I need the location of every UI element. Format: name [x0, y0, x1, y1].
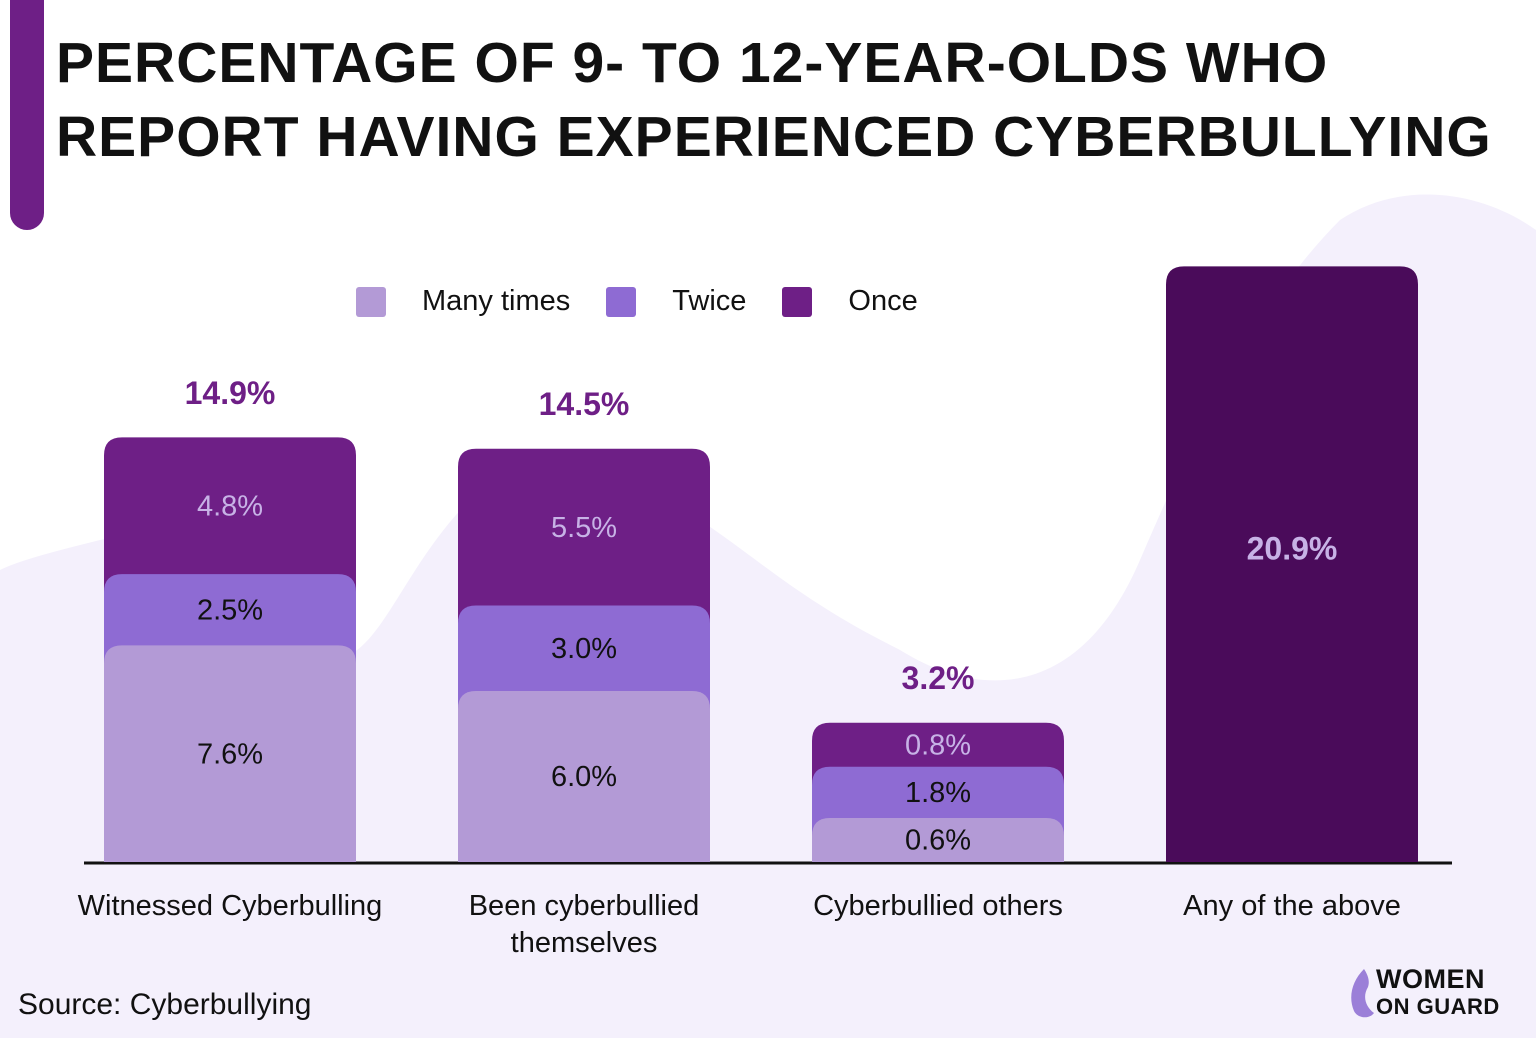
- logo-face-icon: [1351, 969, 1374, 1018]
- data-label-once: 0.8%: [905, 729, 971, 761]
- data-label-many-times: 0.6%: [905, 825, 971, 857]
- source-note: Source: Cyberbullying: [18, 988, 312, 1021]
- bar-segment-many-times: [104, 645, 356, 862]
- legend: Many times Twice Once: [356, 285, 954, 318]
- data-label-many-times: 7.6%: [197, 738, 263, 770]
- legend-label-twice: Twice: [672, 285, 747, 317]
- legend-swatch-many-times: [356, 286, 386, 317]
- total-label: 14.9%: [185, 375, 276, 411]
- data-label-once: 4.8%: [197, 490, 263, 522]
- legend-swatch-once: [782, 286, 813, 317]
- category-label-cyberbullied-others: Cyberbullied others: [813, 890, 1063, 922]
- logo-line1: WOMEN: [1376, 964, 1485, 994]
- bar-any-of-the-above: [1166, 266, 1418, 863]
- legend-swatch-twice: [606, 286, 637, 317]
- data-label-once: 5.5%: [551, 512, 617, 544]
- title-accent-bar: [10, 0, 44, 230]
- legend-label-many-times: Many times: [422, 285, 571, 317]
- data-label-twice: 2.5%: [197, 594, 263, 626]
- data-label-many-times: 6.0%: [551, 761, 617, 793]
- category-label-any: Any of the above: [1183, 890, 1401, 922]
- women-on-guard-logo: WOMEN ON GUARD: [1348, 966, 1500, 1020]
- data-label-twice: 3.0%: [551, 633, 617, 665]
- bar-segment-many-times: [458, 691, 710, 862]
- category-label-been-cyberbullied: Been cyberbullied themselves: [468, 890, 700, 959]
- logo-line2: ON GUARD: [1376, 994, 1500, 1019]
- legend-label-once: Once: [848, 285, 918, 317]
- category-label-witnessed: Witnessed Cyberbulling: [77, 890, 383, 922]
- total-label: 14.5%: [539, 386, 630, 422]
- chart-title: PERCENTAGE OF 9- TO 12-YEAR-OLDS WHO REP…: [56, 31, 1492, 169]
- data-label-twice: 1.8%: [905, 777, 971, 809]
- bar-segment-many-times: [812, 818, 1064, 862]
- data-label-any: 20.9%: [1247, 531, 1338, 567]
- total-label: 3.2%: [902, 660, 975, 696]
